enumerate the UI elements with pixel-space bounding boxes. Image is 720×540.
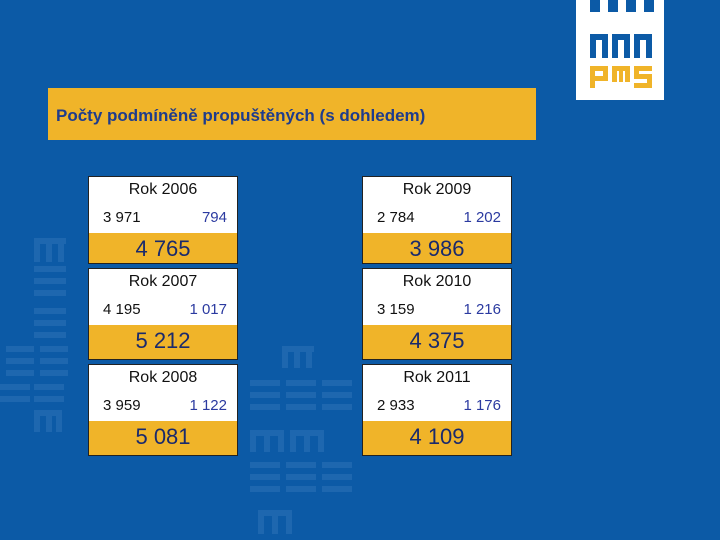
card-header — [89, 269, 237, 325]
year-label: Rok 2009 — [402, 181, 472, 198]
right-value: 1 216 — [463, 301, 501, 318]
card-header — [363, 365, 511, 421]
year-label: Rok 2011 — [403, 369, 471, 386]
pms-logo — [576, 0, 664, 100]
year-card-2010: Rok 2010 3 159 1 216 4 375 — [362, 268, 512, 360]
total-value: 5 212 — [135, 328, 191, 353]
total-value: 4 109 — [409, 424, 465, 449]
left-value: 3 959 — [103, 397, 141, 414]
card-header — [363, 269, 511, 325]
page-title: Počty podmíněně propuštěných (s dohledem… — [56, 106, 426, 125]
total-value: 5 081 — [135, 424, 191, 449]
right-value: 1 176 — [463, 397, 501, 414]
year-card-2009: Rok 2009 2 784 1 202 3 986 — [362, 176, 512, 264]
year-card-2007: Rok 2007 4 195 1 017 5 212 — [88, 268, 238, 360]
right-value: 1 017 — [189, 301, 227, 318]
year-card-2008: Rok 2008 3 959 1 122 5 081 — [88, 364, 238, 456]
total-value: 4 765 — [135, 236, 191, 261]
year-card-2011: Rok 2011 2 933 1 176 4 109 — [362, 364, 512, 456]
year-card-2006: Rok 2006 3 971 794 4 765 — [88, 176, 238, 264]
right-value: 1 122 — [189, 397, 227, 414]
total-value: 4 375 — [409, 328, 465, 353]
year-label: Rok 2006 — [128, 181, 198, 198]
left-value: 4 195 — [103, 301, 141, 318]
right-value: 1 202 — [463, 209, 501, 226]
left-value: 3 971 — [103, 209, 141, 226]
left-value: 3 159 — [377, 301, 415, 318]
year-label: Rok 2007 — [128, 273, 198, 290]
total-value: 3 986 — [409, 236, 465, 261]
card-header — [89, 177, 237, 233]
year-label: Rok 2010 — [402, 273, 472, 290]
card-header — [363, 177, 511, 233]
right-value: 794 — [201, 209, 227, 226]
left-value: 2 933 — [377, 397, 415, 414]
left-value: 2 784 — [377, 209, 415, 226]
card-header — [89, 365, 237, 421]
title-bar: Počty podmíněně propuštěných (s dohledem… — [48, 88, 536, 140]
year-label: Rok 2008 — [128, 369, 198, 386]
